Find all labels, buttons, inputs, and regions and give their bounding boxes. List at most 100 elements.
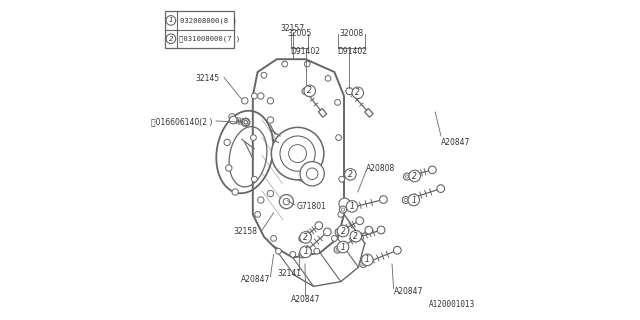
Circle shape: [279, 195, 293, 209]
Text: G71801: G71801: [297, 202, 327, 211]
Circle shape: [300, 162, 324, 186]
Circle shape: [226, 165, 232, 171]
Circle shape: [244, 120, 248, 124]
Circle shape: [290, 252, 296, 257]
Circle shape: [166, 16, 175, 25]
Text: A120001013: A120001013: [429, 300, 475, 309]
Circle shape: [336, 135, 342, 140]
Circle shape: [271, 236, 276, 241]
Text: 2: 2: [355, 88, 360, 97]
Circle shape: [332, 236, 337, 241]
Circle shape: [242, 119, 250, 126]
Circle shape: [304, 85, 316, 97]
Text: A20808: A20808: [366, 164, 396, 172]
Circle shape: [301, 237, 304, 240]
Circle shape: [362, 254, 373, 266]
Text: 32008: 32008: [339, 29, 364, 38]
Text: 1: 1: [303, 247, 308, 256]
Circle shape: [339, 176, 344, 182]
Circle shape: [301, 253, 304, 256]
Circle shape: [229, 116, 237, 124]
Text: 2: 2: [307, 86, 312, 95]
Circle shape: [334, 246, 341, 253]
Circle shape: [268, 117, 274, 123]
Circle shape: [352, 87, 364, 99]
Circle shape: [403, 196, 410, 204]
Circle shape: [299, 251, 306, 258]
Circle shape: [244, 121, 248, 124]
Circle shape: [242, 118, 250, 126]
Text: 032008000(8 ): 032008000(8 ): [179, 17, 236, 24]
Text: 32157: 32157: [281, 24, 305, 33]
Text: 1: 1: [340, 243, 346, 252]
Circle shape: [314, 248, 320, 254]
Circle shape: [232, 189, 238, 195]
Circle shape: [356, 217, 364, 225]
Circle shape: [255, 212, 260, 217]
Circle shape: [315, 222, 323, 229]
Circle shape: [437, 185, 445, 192]
Circle shape: [261, 72, 267, 78]
Circle shape: [324, 228, 332, 236]
Circle shape: [300, 246, 312, 258]
Circle shape: [229, 114, 236, 120]
Circle shape: [346, 201, 358, 212]
Text: Ⓑ016606140(2 ): Ⓑ016606140(2 ): [152, 117, 212, 126]
Text: 2: 2: [303, 233, 308, 242]
Circle shape: [337, 230, 340, 234]
Circle shape: [224, 139, 230, 146]
Circle shape: [337, 225, 349, 237]
Text: 1: 1: [349, 202, 355, 211]
Text: 32158: 32158: [234, 228, 258, 236]
Circle shape: [346, 88, 353, 95]
Circle shape: [380, 196, 387, 204]
Circle shape: [362, 262, 365, 266]
Circle shape: [325, 76, 331, 81]
Circle shape: [268, 190, 274, 197]
Circle shape: [305, 61, 310, 67]
Text: 2: 2: [348, 170, 353, 179]
Circle shape: [394, 246, 401, 254]
Circle shape: [299, 235, 306, 242]
Text: 1: 1: [168, 17, 173, 23]
Circle shape: [335, 228, 342, 236]
Circle shape: [258, 93, 264, 99]
Circle shape: [409, 170, 420, 182]
Circle shape: [307, 168, 318, 180]
Circle shape: [404, 198, 408, 202]
Circle shape: [377, 226, 385, 234]
Circle shape: [166, 34, 175, 44]
Text: 32141: 32141: [278, 269, 301, 278]
Text: 2: 2: [168, 36, 173, 42]
Text: ⓝ031008000(7 ): ⓝ031008000(7 ): [179, 36, 240, 42]
Text: 32145: 32145: [195, 74, 219, 83]
Text: A20847: A20847: [241, 276, 270, 284]
Circle shape: [339, 206, 347, 213]
Circle shape: [289, 145, 307, 163]
Bar: [165, 11, 234, 48]
Circle shape: [429, 166, 436, 174]
Circle shape: [335, 100, 340, 105]
Circle shape: [338, 212, 344, 217]
Circle shape: [282, 61, 288, 67]
Circle shape: [342, 208, 344, 211]
Circle shape: [280, 136, 316, 171]
Circle shape: [344, 169, 356, 180]
Circle shape: [258, 197, 264, 203]
Text: 1: 1: [365, 255, 370, 264]
Circle shape: [252, 176, 257, 182]
Circle shape: [350, 230, 362, 242]
Text: 32005: 32005: [287, 29, 311, 38]
Circle shape: [353, 237, 357, 240]
Text: A20847: A20847: [441, 138, 470, 147]
Text: 2: 2: [412, 172, 417, 180]
Circle shape: [302, 88, 309, 95]
Text: 2: 2: [340, 227, 346, 236]
Text: A20847: A20847: [291, 295, 320, 304]
Text: 2: 2: [353, 232, 358, 241]
Text: D91402: D91402: [338, 47, 367, 56]
Circle shape: [406, 175, 409, 178]
Circle shape: [252, 93, 257, 99]
Text: A20847: A20847: [394, 287, 423, 296]
Circle shape: [275, 248, 282, 254]
